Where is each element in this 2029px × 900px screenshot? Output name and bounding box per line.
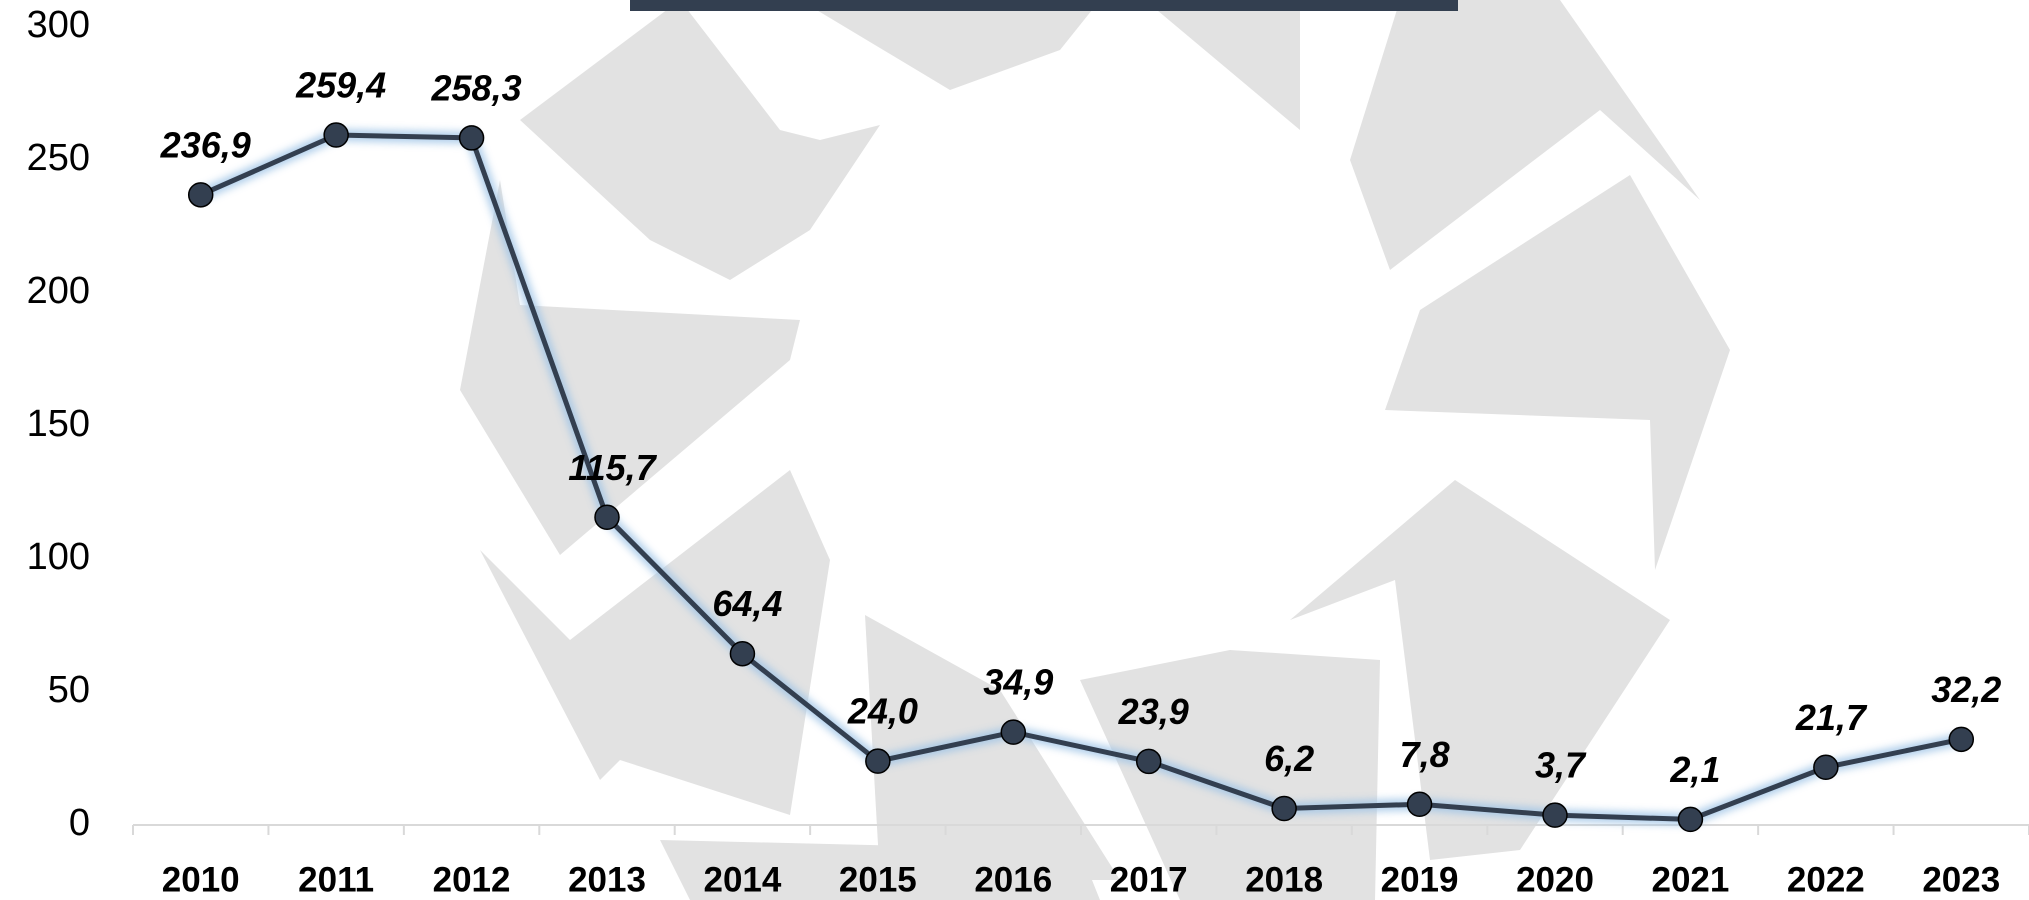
y-tick-label: 300 bbox=[27, 4, 90, 46]
value-label: 236,9 bbox=[160, 124, 251, 165]
value-label: 32,2 bbox=[1931, 669, 2001, 710]
x-tick-label: 2013 bbox=[568, 860, 646, 899]
marker bbox=[1948, 726, 1975, 753]
y-tick-label: 200 bbox=[27, 270, 90, 312]
value-label: 24,0 bbox=[847, 691, 918, 732]
value-label: 258,3 bbox=[431, 67, 522, 108]
value-label: 3,7 bbox=[1535, 745, 1587, 786]
x-tick-label: 2015 bbox=[839, 860, 917, 899]
x-tick-label: 2020 bbox=[1516, 860, 1594, 899]
y-tick-label: 150 bbox=[27, 403, 90, 445]
value-label: 34,9 bbox=[983, 662, 1053, 703]
x-tick-label: 2022 bbox=[1787, 860, 1865, 899]
marker bbox=[865, 748, 891, 774]
marker bbox=[458, 125, 485, 151]
line bbox=[199, 132, 1962, 822]
value-label: 259,4 bbox=[295, 65, 386, 106]
marker bbox=[729, 640, 756, 667]
marker bbox=[1406, 791, 1433, 818]
x-tick-label: 2023 bbox=[1922, 860, 2000, 899]
x-tick-label: 2016 bbox=[974, 860, 1052, 899]
marker bbox=[1271, 795, 1297, 822]
line-glow bbox=[198, 128, 1963, 826]
value-label: 115,7 bbox=[568, 447, 657, 488]
marker bbox=[594, 504, 620, 530]
marker bbox=[1677, 806, 1704, 833]
marker bbox=[323, 122, 349, 148]
x-tick-label: 2012 bbox=[433, 860, 511, 899]
x-tick-label: 2017 bbox=[1110, 860, 1188, 899]
value-label: 64,4 bbox=[712, 583, 782, 624]
title-bar bbox=[630, 0, 1458, 11]
value-label: 2,1 bbox=[1669, 749, 1720, 790]
value-label: 6,2 bbox=[1264, 738, 1314, 779]
x-tick-label: 2018 bbox=[1245, 860, 1323, 899]
value-label: 21,7 bbox=[1795, 697, 1868, 738]
value-label: 7,8 bbox=[1400, 734, 1450, 775]
marker bbox=[1135, 748, 1162, 775]
x-tick-label: 2019 bbox=[1381, 860, 1459, 899]
x-tick-label: 2011 bbox=[298, 860, 374, 899]
marker bbox=[1000, 719, 1027, 745]
x-tick-label: 2010 bbox=[162, 860, 240, 899]
background-graphic bbox=[460, 0, 1730, 900]
marker bbox=[187, 182, 214, 208]
y-tick-label: 250 bbox=[27, 137, 90, 179]
y-tick-label: 50 bbox=[48, 669, 90, 711]
y-tick-label: 0 bbox=[69, 802, 90, 844]
x-tick-label: 2021 bbox=[1651, 860, 1729, 899]
x-tick-label: 2014 bbox=[703, 860, 781, 899]
marker bbox=[1813, 754, 1839, 781]
marker bbox=[1542, 802, 1568, 828]
y-tick-label: 100 bbox=[27, 536, 90, 578]
value-label: 23,9 bbox=[1118, 691, 1189, 732]
